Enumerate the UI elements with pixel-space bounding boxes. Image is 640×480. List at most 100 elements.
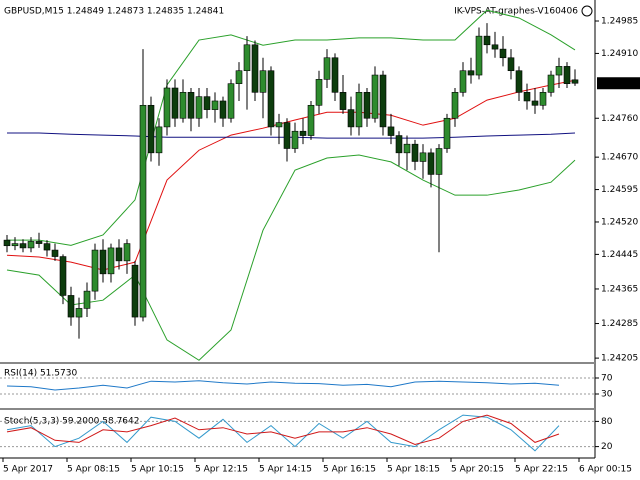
candle-body: [91, 249, 99, 292]
candle-body: [347, 109, 355, 128]
candle-body: [459, 70, 467, 93]
last-price-box: [597, 77, 640, 90]
candle-body: [299, 130, 307, 136]
y-tick-label: 1.24520: [601, 217, 638, 227]
candle-body: [219, 100, 227, 119]
candle-body: [563, 66, 571, 84]
x-tick-label: 5 Apr 08:15: [67, 465, 120, 475]
candle-body: [243, 44, 251, 72]
candle-body: [267, 70, 275, 128]
candle-body: [379, 74, 387, 128]
y-tick-label: 30: [601, 390, 613, 400]
candle-body: [227, 83, 235, 119]
candle-body: [187, 92, 195, 119]
y-tick-label: 1.24985: [601, 17, 638, 27]
y-tick-label: 1.24595: [601, 185, 638, 195]
candle-body: [531, 100, 539, 106]
indicator-line: [6, 414, 560, 452]
candle-body: [11, 243, 19, 247]
candle-body: [147, 104, 155, 154]
x-tick-label: 5 Apr 14:15: [259, 465, 312, 475]
candle-body: [515, 70, 523, 93]
y-tick-label: 1.24205: [601, 354, 638, 364]
indicator-line: [6, 380, 560, 391]
candle-body: [483, 35, 491, 46]
candle-body: [507, 57, 515, 72]
chart-title: GBPUSD,M15 1.24849 1.24873 1.24835 1.248…: [4, 7, 224, 17]
candle-body: [83, 290, 91, 309]
candle-body: [555, 66, 563, 76]
candle-body: [131, 264, 139, 318]
y-tick-label: 1.24760: [601, 114, 638, 124]
x-tick-label: 5 Apr 12:15: [195, 465, 248, 475]
smiley-icon: [581, 5, 593, 17]
y-tick-label: 1.24365: [601, 284, 638, 294]
x-tick-label: 6 Apr 00:15: [579, 465, 632, 475]
candle-body: [19, 243, 27, 249]
candle-body: [339, 92, 347, 110]
candle-body: [43, 243, 51, 251]
candle-body: [179, 92, 187, 119]
candle-body: [163, 87, 171, 128]
y-tick-label: 1.24445: [601, 250, 638, 260]
candle-body: [155, 126, 163, 154]
candle-body: [259, 70, 267, 93]
expert-name: IK-VPS-AT-graphes-V160406: [454, 7, 578, 17]
candle-body: [467, 70, 475, 76]
candle-body: [59, 256, 67, 296]
candle-body: [571, 79, 579, 84]
y-tick-label: 1.24910: [601, 49, 638, 59]
candle-body: [435, 148, 443, 175]
y-tick-label: 1.24285: [601, 319, 638, 329]
candle-body: [275, 122, 283, 128]
candle-body: [307, 104, 315, 136]
candle-body: [123, 243, 131, 262]
candle-body: [251, 44, 259, 93]
candle-body: [195, 96, 203, 119]
candle-body: [355, 92, 363, 128]
last-price-label: 1.24841: [600, 79, 637, 89]
candle-body: [211, 100, 219, 110]
candle-body: [3, 239, 11, 247]
candle-body: [323, 57, 331, 80]
candle-body: [67, 295, 75, 318]
x-tick-label: 5 Apr 16:15: [323, 465, 376, 475]
indicator-line: [6, 414, 560, 446]
candle-body: [27, 241, 35, 249]
x-tick-label: 5 Apr 22:15: [515, 465, 568, 475]
x-tick-label: 5 Apr 20:15: [451, 465, 504, 475]
candle-body: [235, 70, 243, 84]
candle-body: [523, 92, 531, 102]
candle-body: [203, 96, 211, 110]
candle-body: [331, 57, 339, 93]
candle-body: [75, 308, 83, 318]
x-tick-label: 5 Apr 18:15: [387, 465, 440, 475]
stoch-title: Stoch(5,3,3) 59.2000 58.7642: [4, 417, 139, 427]
y-tick-label: 70: [601, 374, 613, 384]
y-tick-label: 80: [601, 417, 613, 427]
candle-body: [363, 92, 371, 119]
candle-body: [403, 143, 411, 154]
candle-body: [427, 152, 435, 175]
candle-body: [451, 92, 459, 119]
indicator-line: [6, 154, 576, 361]
candle-body: [491, 44, 499, 50]
candle-body: [499, 48, 507, 59]
indicator-line: [7, 9, 576, 246]
x-tick-label: 5 Apr 10:15: [131, 465, 184, 475]
candle-body: [387, 126, 395, 136]
candle-body: [371, 74, 379, 119]
candle-body: [99, 249, 107, 275]
candle-body: [539, 92, 547, 106]
candle-body: [547, 74, 555, 93]
candle-body: [283, 122, 291, 149]
candle-body: [171, 87, 179, 119]
candle-body: [443, 117, 451, 149]
y-tick-label: 20: [601, 442, 613, 452]
candle-body: [475, 35, 483, 76]
rsi-title: RSI(14) 51.5730: [4, 369, 77, 379]
y-tick-label: 1.24670: [601, 153, 638, 163]
candle-body: [35, 241, 43, 244]
